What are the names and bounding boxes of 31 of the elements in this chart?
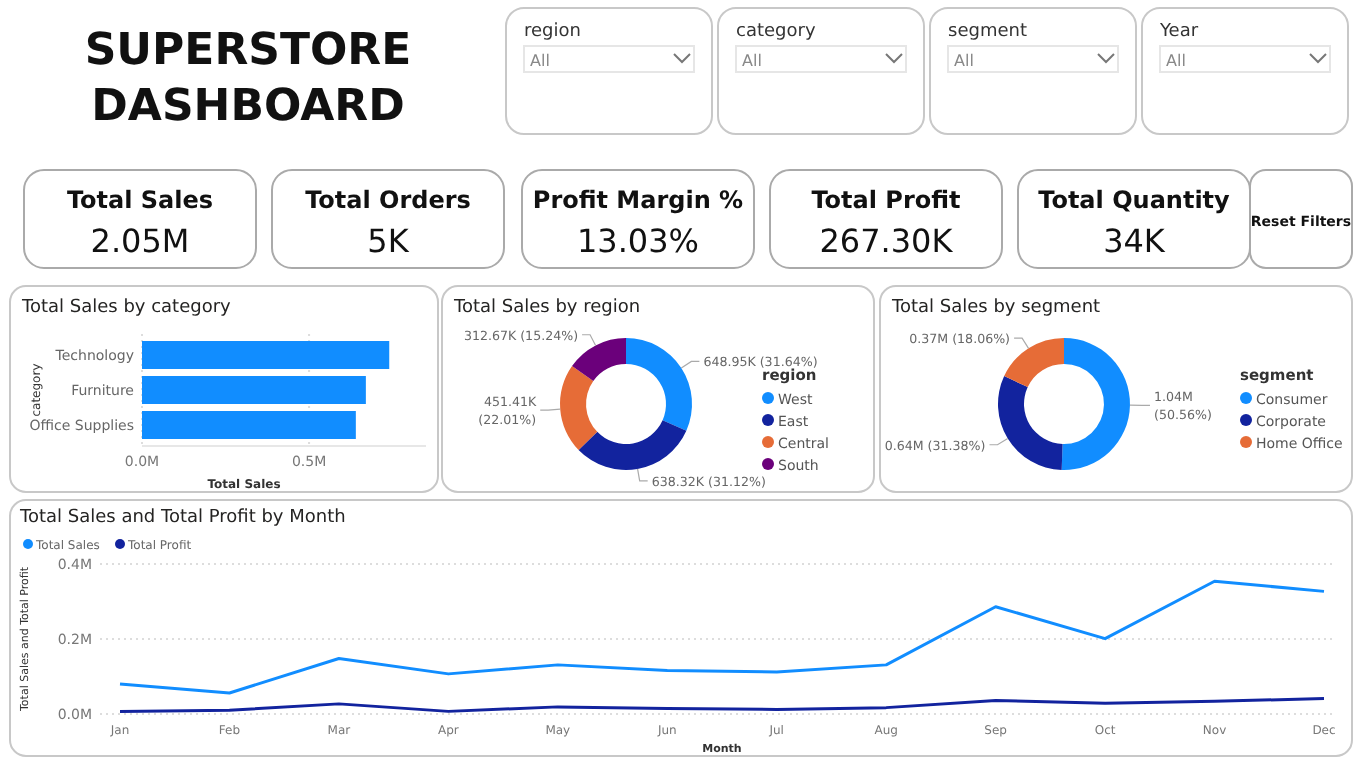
line-series	[118, 579, 1326, 695]
text: All	[1166, 52, 1186, 70]
line-series	[118, 697, 1326, 713]
text: SUPERSTORE DASHBOARD	[84, 26, 412, 132]
text: 2.05M	[90, 222, 190, 260]
text: Profit Margin %	[532, 186, 744, 214]
text: 34K	[1103, 222, 1166, 260]
donut-slice	[572, 338, 626, 381]
text: 267.30K	[819, 222, 954, 260]
donut-slice	[626, 338, 692, 431]
text: segment	[948, 22, 1028, 42]
text: Total Sales	[66, 186, 214, 214]
text: category	[736, 22, 817, 42]
text: All	[530, 52, 550, 70]
text: Year	[1158, 22, 1199, 42]
donut-slice	[560, 366, 598, 450]
chart-title: Total Sales and Total Profit by Month	[18, 508, 346, 528]
chart-title: Total Sales by region	[452, 298, 641, 318]
chart-title: Total Sales by category	[20, 298, 233, 318]
chart-title: Total Sales by segment	[890, 298, 1102, 318]
donut-slice	[998, 376, 1063, 470]
text: All	[954, 52, 974, 70]
text: Total Quantity	[1038, 186, 1231, 214]
text: region	[524, 22, 581, 42]
text: 5K	[367, 222, 410, 260]
donut-slice	[578, 420, 687, 470]
text: Total Orders	[305, 186, 471, 214]
text: Total Profit	[811, 186, 962, 214]
donut-slice	[1061, 338, 1130, 470]
text: All	[742, 52, 762, 70]
text: 13.03%	[576, 222, 700, 260]
